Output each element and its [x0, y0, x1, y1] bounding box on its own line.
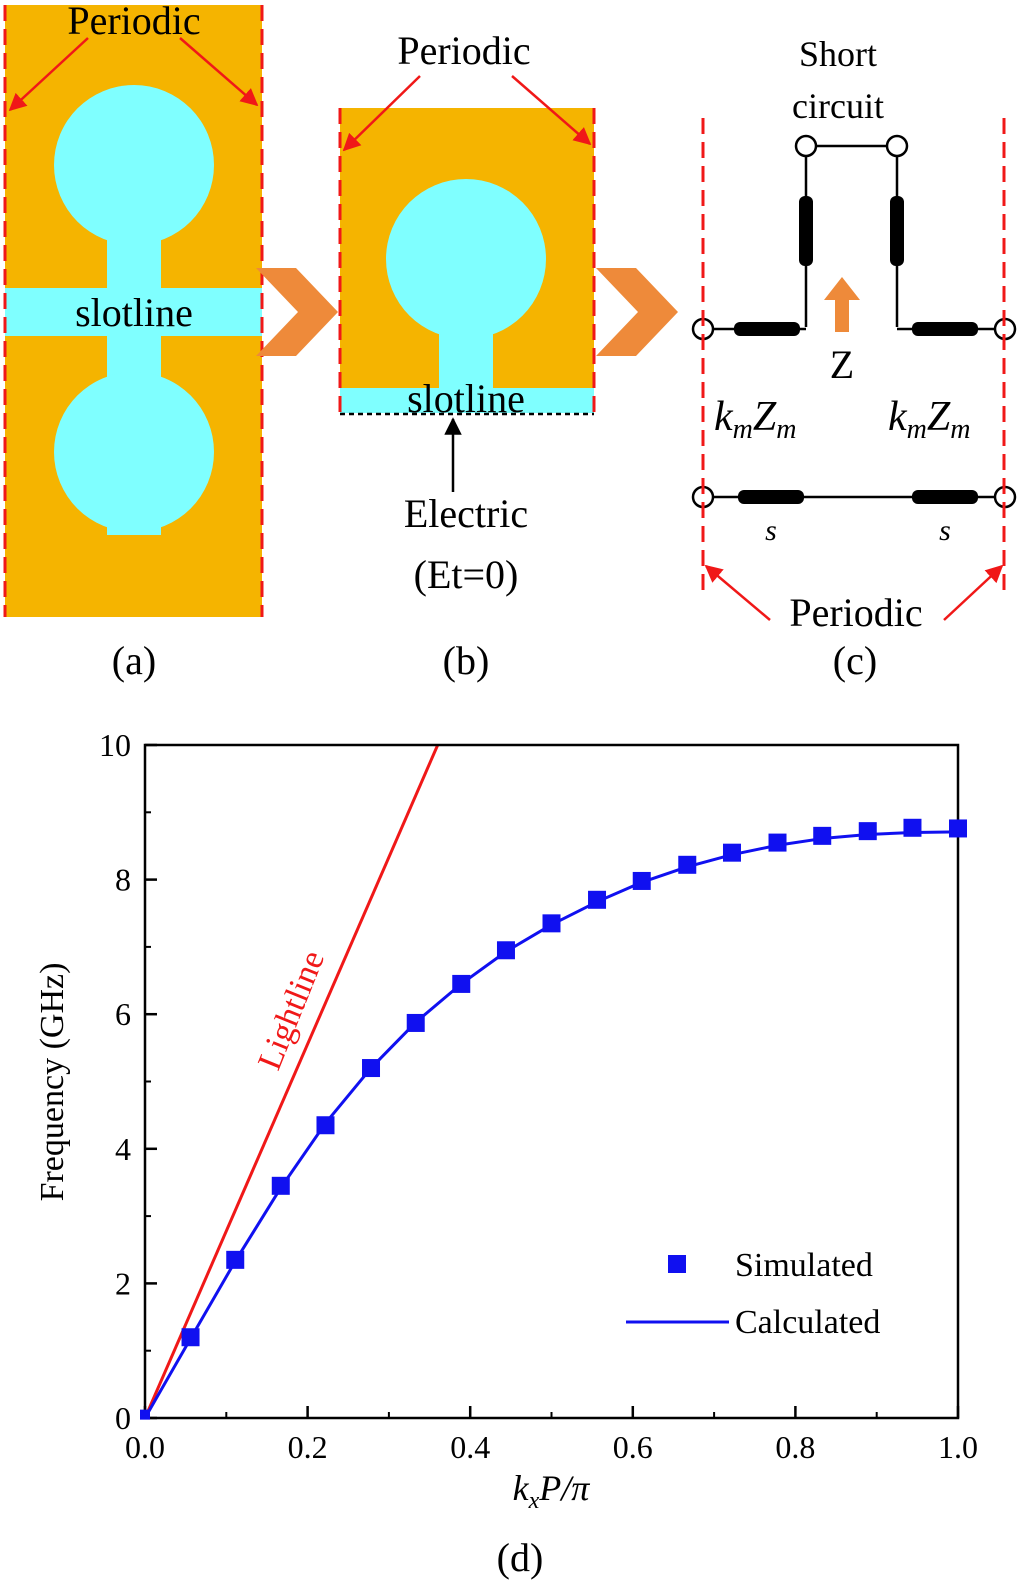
simulated-point	[542, 914, 561, 933]
y-tick-label: 2	[115, 1265, 131, 1301]
bottom-resonator-circle	[54, 372, 214, 532]
panel-b: slotline Periodic Electric (Et=0) (b)	[338, 28, 596, 683]
x-tick-label: 0.6	[613, 1429, 653, 1465]
flow-arrow-ab	[256, 268, 338, 356]
tline-bottom-right	[912, 490, 978, 504]
y-tick-label: 4	[115, 1131, 131, 1167]
line-param-right: kmZm	[888, 394, 970, 445]
y-tick-label: 10	[99, 727, 131, 763]
caption-a: (a)	[112, 638, 156, 683]
slotline-label-a: slotline	[75, 290, 193, 335]
stub-line-left	[799, 196, 813, 266]
electric-label: Electric	[404, 491, 528, 536]
x-tick-label: 0.0	[125, 1429, 165, 1465]
tline-bottom-left	[738, 490, 804, 504]
electric-condition-label: (Et=0)	[414, 552, 519, 597]
caption-c: (c)	[833, 638, 877, 683]
simulated-point	[181, 1328, 200, 1347]
s-label-right: s	[939, 514, 951, 547]
legend-marker-simulated	[668, 1255, 686, 1273]
simulated-point	[903, 818, 922, 837]
simulated-point	[406, 1013, 425, 1032]
periodic-arrow-right-a	[179, 37, 259, 107]
periodic-label-a: Periodic	[67, 0, 200, 43]
short-circuit-label-line1: Short	[799, 34, 877, 74]
simulated-point	[722, 843, 741, 862]
periodic-arrow-left-b	[342, 75, 421, 152]
simulated-point	[588, 890, 607, 909]
top-resonator-circle	[54, 85, 214, 245]
impedance-label: Z	[830, 342, 854, 387]
y-axis-label: Frequency (GHz)	[34, 963, 71, 1202]
impedance-arrow	[824, 277, 860, 332]
line-param-left: kmZm	[714, 394, 796, 445]
flow-arrow-bc	[596, 268, 678, 356]
periodic-arrow-left-a	[8, 37, 89, 112]
lightline-series-line	[145, 745, 440, 1418]
legend: Simulated Calculated	[626, 1247, 880, 1341]
simulated-point	[858, 822, 877, 841]
simulated-point	[316, 1116, 335, 1135]
panel-c: Short circuit Z kmZm kmZm s s Periodic	[691, 34, 1017, 683]
legend-label-calculated: Calculated	[735, 1304, 880, 1341]
simulated-series	[140, 818, 967, 1420]
resonator-stem-b	[439, 320, 493, 390]
periodic-label-b: Periodic	[397, 28, 530, 73]
periodic-label-c: Periodic	[789, 590, 922, 635]
s-label-left: s	[765, 514, 777, 547]
simulated-point	[362, 1059, 381, 1078]
short-terminal-left	[794, 134, 818, 158]
simulated-point	[949, 819, 967, 838]
simulated-point	[632, 871, 651, 890]
simulated-point	[768, 833, 787, 852]
y-tick-label: 0	[115, 1400, 131, 1436]
lightline-label: Lightline	[251, 946, 332, 1075]
y-tick-label: 6	[115, 996, 131, 1032]
y-tick-label: 8	[115, 862, 131, 898]
simulated-point	[496, 941, 515, 960]
tline-top-left	[734, 322, 800, 336]
simulated-point	[226, 1250, 245, 1269]
caption-b: (b)	[443, 638, 490, 683]
resonator-circle-b	[386, 179, 546, 339]
stub-line-right	[890, 196, 904, 266]
periodic-arrow-right-b	[511, 75, 592, 146]
x-axis-label: kxP/π	[513, 1468, 591, 1514]
periodic-arrow-left-c	[704, 564, 771, 621]
simulated-point	[271, 1176, 290, 1195]
x-tick-label: 0.2	[288, 1429, 328, 1465]
simulated-point	[678, 855, 697, 874]
x-tick-label: 0.4	[450, 1429, 490, 1465]
slotline-a	[5, 288, 262, 336]
periodic-arrow-right-c	[943, 564, 1004, 621]
short-terminal-right	[885, 134, 909, 158]
plot-frame	[143, 743, 960, 1420]
tline-top-right	[912, 322, 978, 336]
x-tick-label: 1.0	[938, 1429, 978, 1465]
legend-label-simulated: Simulated	[735, 1247, 873, 1284]
slotline-b	[340, 388, 594, 413]
caption-d: (d)	[497, 1535, 544, 1580]
simulated-point	[452, 974, 471, 993]
simulated-point	[813, 826, 832, 845]
panel-d-chart: 0.0 0.2 0.4 0.6 0.8 1.0 0 2 4 6 8 10 Frequency (GHz…	[34, 727, 978, 1580]
short-circuit-label-line2: circuit	[792, 86, 884, 126]
simulated-point	[140, 1409, 150, 1420]
x-tick-label: 0.8	[775, 1429, 815, 1465]
panel-a: slotline Periodic (a)	[3, 0, 264, 683]
